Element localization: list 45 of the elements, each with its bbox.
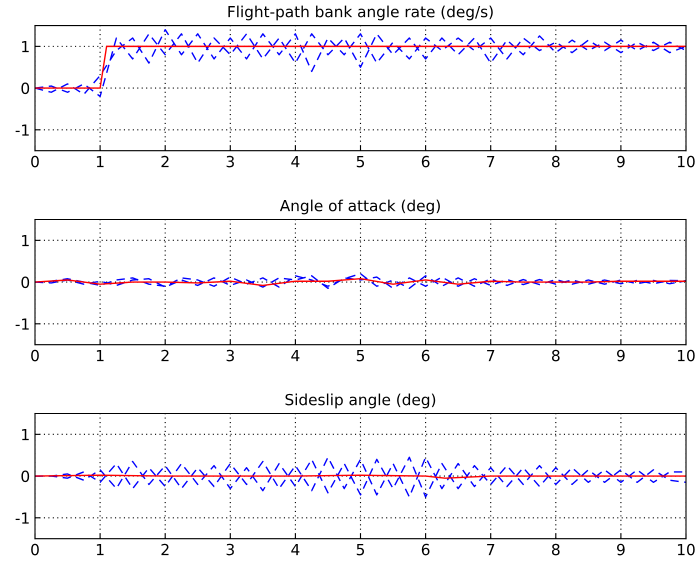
x-tick-label: 2: [161, 350, 169, 362]
x-tick-label: 1: [96, 544, 104, 556]
x-tick-label: 7: [487, 350, 494, 362]
x-tick-label: 3: [226, 156, 234, 168]
y-tick-label: 1: [22, 235, 29, 246]
x-tick-label: 3: [226, 544, 234, 556]
x-tick-label: 7: [487, 156, 494, 168]
x-tick-label: 5: [356, 544, 364, 556]
x-tick-label: 9: [617, 350, 625, 362]
x-tick-label: 1: [96, 156, 104, 168]
y-tick-label: 0: [21, 82, 30, 94]
chart-title: Angle of attack (deg): [280, 200, 440, 214]
x-tick-label: 0: [31, 156, 39, 168]
chart-title: Flight-path bank angle rate (deg/s): [228, 6, 493, 20]
x-tick-label: 6: [422, 350, 430, 362]
y-tick-label: -1: [16, 124, 29, 136]
x-tick-label: 10: [678, 544, 695, 556]
x-tick-label: 2: [161, 544, 169, 556]
x-tick-label: 5: [356, 350, 364, 362]
x-tick-label: 4: [291, 544, 300, 556]
x-tick-label: 9: [617, 156, 625, 168]
x-tick-label: 5: [356, 156, 364, 168]
x-tick-label: 9: [617, 544, 625, 556]
x-tick-label: 10: [678, 350, 695, 362]
x-tick-label: 3: [226, 350, 234, 362]
x-tick-label: 8: [552, 350, 560, 362]
x-tick-label: 7: [487, 544, 494, 556]
y-tick-label: 1: [22, 41, 29, 52]
x-tick-label: 2: [161, 156, 169, 168]
x-tick-label: 8: [552, 156, 560, 168]
y-tick-label: 1: [22, 429, 29, 440]
x-tick-label: 6: [422, 156, 430, 168]
x-tick-label: 0: [31, 544, 39, 556]
chart-title: Sideslip angle (deg): [286, 394, 436, 408]
x-tick-label: 4: [291, 156, 300, 168]
x-tick-label: 4: [291, 350, 300, 362]
x-tick-label: 6: [422, 544, 430, 556]
y-tick-label: 0: [21, 276, 30, 288]
y-tick-label: -1: [16, 512, 29, 524]
y-tick-label: -1: [16, 318, 29, 330]
x-tick-label: 8: [552, 544, 560, 556]
x-tick-label: 0: [31, 350, 39, 362]
y-tick-label: 0: [21, 470, 30, 482]
x-tick-label: 10: [678, 156, 695, 168]
x-tick-label: 1: [96, 350, 104, 362]
